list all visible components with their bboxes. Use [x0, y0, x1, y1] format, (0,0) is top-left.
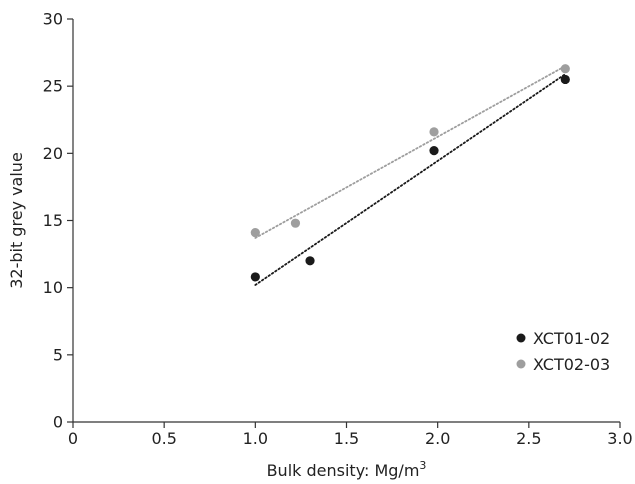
data-point-xct02-03	[250, 227, 260, 238]
trendlines	[254, 65, 567, 286]
data-point-xct01-02	[429, 146, 439, 156]
x-tick-label: 0.5	[151, 429, 176, 448]
x-axis-title-superscript: 3	[419, 459, 426, 472]
data-points	[250, 64, 570, 282]
legend-marker-xct02-03	[516, 359, 526, 369]
x-ticks: 0 0.5 1.0 1.5 2.0 2.5 3.0	[68, 422, 633, 448]
x-axis-title-text: Bulk density: Mg/m	[267, 461, 420, 480]
x-tick-label: 0	[68, 429, 78, 448]
legend-label-xct02-03: XCT02-03	[533, 355, 610, 374]
data-point-xct02-03	[429, 127, 439, 137]
data-point-xct01-02	[305, 256, 315, 266]
y-tick-label: 30	[43, 10, 63, 29]
y-tick-label: 0	[53, 413, 63, 432]
x-tick-label: 1.0	[243, 429, 268, 448]
x-tick-label: 3.0	[607, 429, 632, 448]
legend-label-xct01-02: XCT01-02	[533, 329, 610, 348]
x-tick-label: 2.5	[516, 429, 541, 448]
data-point-xct01-02	[560, 74, 570, 85]
legend: XCT01-02 XCT02-03	[516, 329, 610, 374]
y-tick-label: 15	[43, 211, 63, 230]
y-tick-label: 10	[43, 278, 63, 297]
y-axis-title: 32-bit grey value	[7, 152, 26, 289]
trendline-xct01-02	[254, 73, 567, 286]
x-tick-label: 2.0	[425, 429, 450, 448]
y-tick-label: 25	[43, 77, 63, 96]
trendline-xct02-03	[254, 65, 567, 239]
x-tick-label: 1.5	[334, 429, 359, 448]
legend-item-xct01-02: XCT01-02	[516, 329, 610, 348]
y-ticks: 0 5 10 15 20 25 30	[43, 10, 73, 432]
data-point-xct02-03	[560, 64, 570, 74]
x-axis-title: Bulk density: Mg/m3	[267, 459, 427, 480]
y-tick-label: 5	[53, 345, 63, 364]
data-point-xct02-03	[290, 218, 301, 228]
y-tick-label: 20	[43, 144, 63, 163]
legend-marker-xct01-02	[516, 333, 526, 343]
legend-item-xct02-03: XCT02-03	[516, 355, 610, 374]
data-point-xct01-02	[250, 272, 260, 282]
